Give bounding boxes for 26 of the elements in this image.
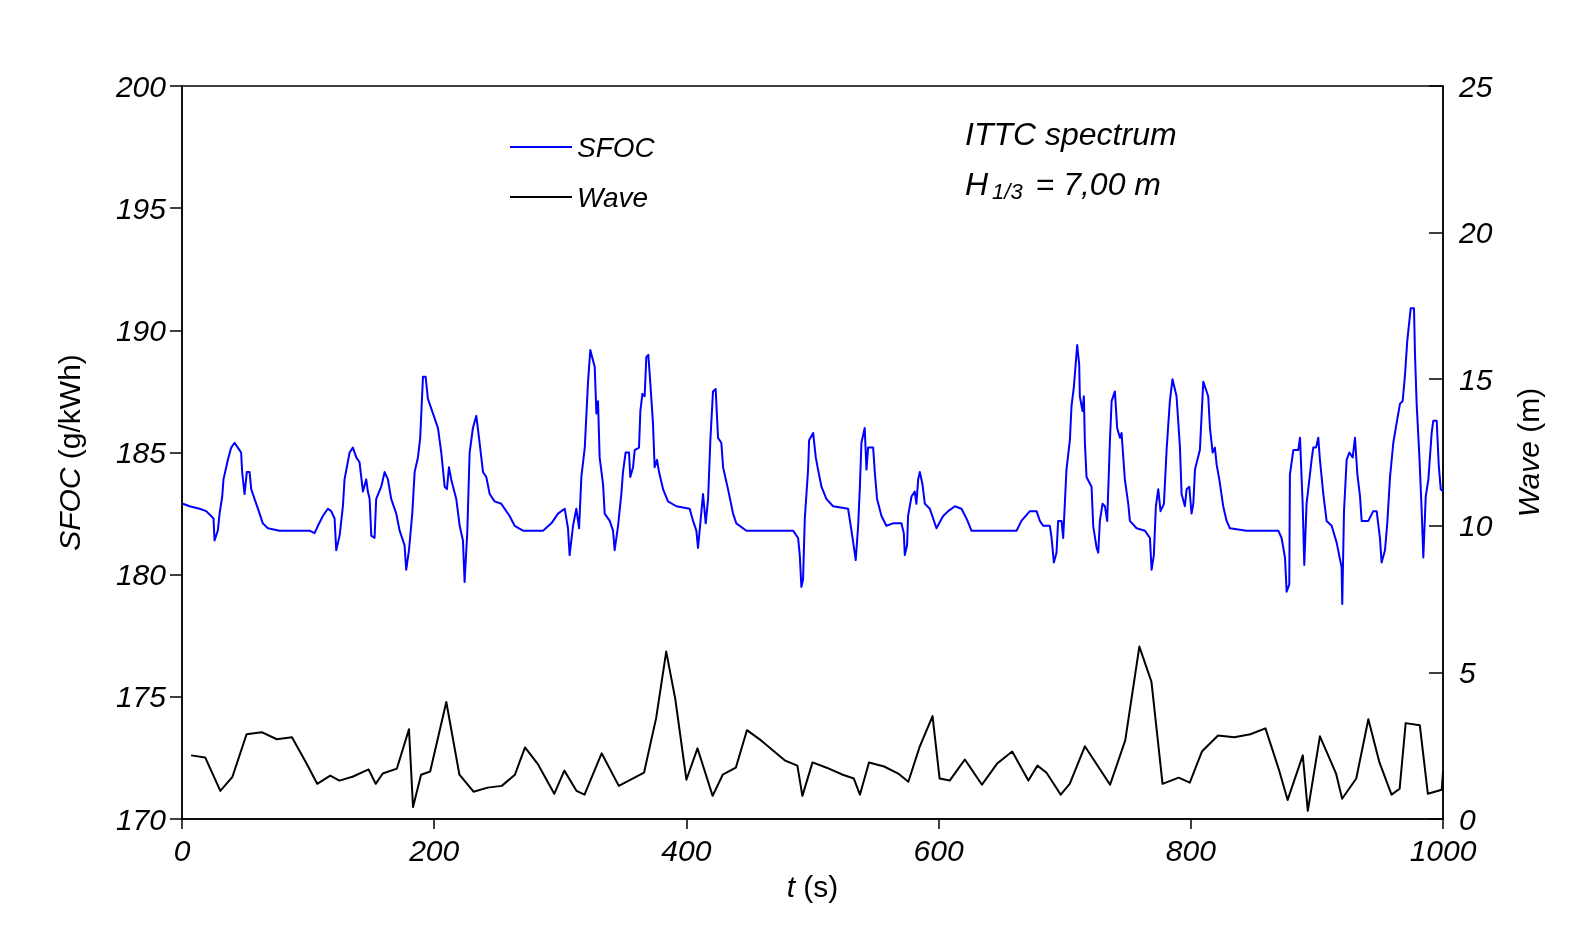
y2-tick-label: 15: [1459, 362, 1493, 396]
y2-tick-label: 20: [1458, 216, 1493, 250]
y2-tick-label: 25: [1458, 69, 1493, 103]
y-tick-label: 195: [115, 191, 167, 225]
x-tick-label: 200: [408, 833, 460, 867]
y-tick-label: 180: [115, 558, 167, 592]
x-tick-label: 800: [1165, 833, 1217, 867]
x-axis-title: t (s): [786, 869, 839, 903]
y-tick-label: 175: [115, 680, 167, 714]
y-axis-title: SFOC (g/kWh): [52, 354, 86, 551]
y2-axis-title: Wave (m): [1511, 387, 1545, 518]
x-tick-label: 600: [913, 833, 964, 867]
legend-label: SFOC: [577, 131, 656, 163]
annotation: ITTC spectrum: [965, 116, 1177, 152]
x-tick-label: 0: [173, 833, 191, 867]
legend-label: Wave: [577, 181, 649, 213]
y-tick-label: 170: [115, 802, 167, 836]
line-series: [181, 307, 1444, 605]
y2-tick-label: 10: [1459, 509, 1493, 543]
y-tick-label: 200: [114, 69, 167, 103]
x-tick-label: 1000: [1409, 833, 1477, 867]
y-tick-label: 190: [115, 313, 167, 347]
y2-tick-label: 0: [1459, 802, 1476, 836]
y2-tick-label: 5: [1459, 655, 1476, 689]
x-tick-label: 400: [661, 833, 712, 867]
y-tick-label: 185: [115, 436, 167, 469]
